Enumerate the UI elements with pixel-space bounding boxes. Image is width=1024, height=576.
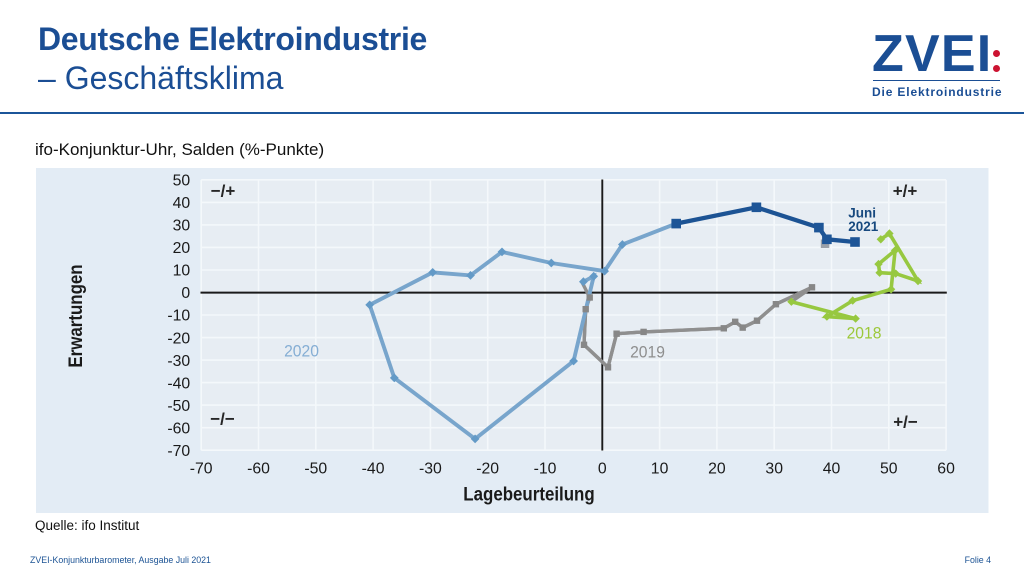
svg-text:20: 20 — [708, 461, 726, 478]
svg-text:Lagebeurteilung: Lagebeurteilung — [463, 484, 594, 505]
svg-text:-30: -30 — [167, 353, 190, 370]
svg-text:10: 10 — [651, 461, 669, 478]
svg-text:+/−: +/− — [893, 412, 918, 431]
svg-text:+/+: +/+ — [893, 182, 918, 201]
svg-text:-20: -20 — [167, 330, 190, 347]
svg-text:-50: -50 — [304, 461, 327, 478]
svg-text:40: 40 — [173, 195, 191, 212]
svg-text:40: 40 — [823, 461, 841, 478]
svg-text:10: 10 — [173, 263, 191, 280]
svg-text:2019: 2019 — [630, 343, 665, 361]
svg-text:2020: 2020 — [284, 342, 319, 360]
svg-text:60: 60 — [937, 461, 955, 478]
svg-text:-20: -20 — [476, 461, 499, 478]
svg-text:-50: -50 — [167, 398, 190, 415]
svg-text:-40: -40 — [167, 375, 190, 392]
svg-text:-70: -70 — [190, 461, 213, 478]
svg-text:50: 50 — [880, 461, 898, 478]
svg-text:-10: -10 — [167, 308, 190, 325]
svg-text:30: 30 — [765, 461, 783, 478]
svg-text:Erwartungen: Erwartungen — [65, 264, 86, 367]
svg-text:-60: -60 — [167, 420, 190, 437]
svg-text:20: 20 — [173, 240, 191, 257]
svg-text:2018: 2018 — [847, 324, 882, 342]
svg-text:-30: -30 — [419, 461, 442, 478]
svg-text:−/+: −/+ — [211, 182, 236, 201]
svg-text:0: 0 — [598, 461, 607, 478]
svg-text:-40: -40 — [362, 461, 385, 478]
svg-text:-70: -70 — [167, 443, 190, 460]
svg-text:0: 0 — [181, 285, 190, 302]
svg-text:-10: -10 — [534, 461, 557, 478]
svg-text:-60: -60 — [247, 461, 270, 478]
svg-text:50: 50 — [173, 173, 191, 190]
svg-text:2021: 2021 — [848, 219, 879, 234]
svg-text:30: 30 — [173, 218, 191, 235]
svg-text:Juni: Juni — [848, 205, 876, 220]
svg-text:−/−: −/− — [210, 410, 235, 429]
